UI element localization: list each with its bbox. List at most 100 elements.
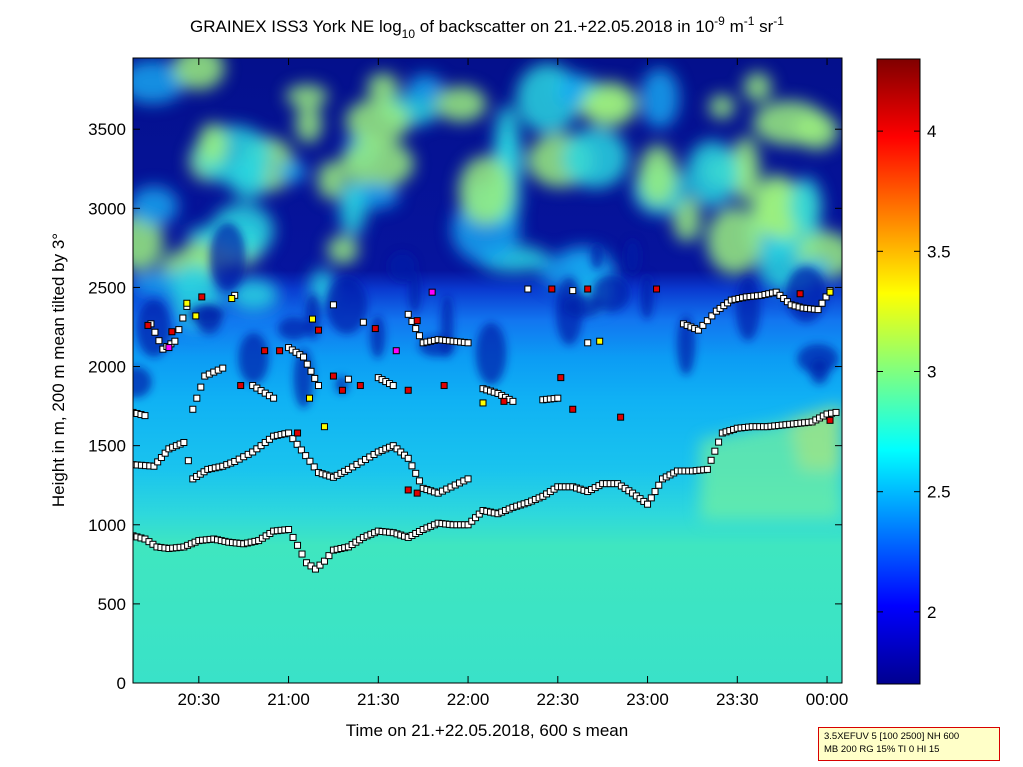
colored-marker xyxy=(314,326,322,334)
layer-markers xyxy=(133,285,840,573)
layer-point xyxy=(300,353,308,361)
colored-marker xyxy=(479,399,487,407)
colored-marker xyxy=(596,337,604,345)
layer-series-1 xyxy=(133,408,840,573)
layer-point xyxy=(298,550,306,558)
colorbar-tick-label: 2.5 xyxy=(927,483,951,502)
colored-marker xyxy=(198,293,206,301)
layer-point xyxy=(175,326,183,334)
layer-point xyxy=(150,462,158,470)
colored-marker xyxy=(569,405,577,413)
colored-marker xyxy=(392,347,400,355)
colored-marker xyxy=(413,317,421,325)
layer-point xyxy=(655,481,663,489)
layer-point xyxy=(141,412,149,420)
layer-point xyxy=(404,454,412,462)
layer-point xyxy=(699,321,707,329)
x-tick-label: 23:00 xyxy=(626,690,669,709)
layer-point xyxy=(472,514,480,522)
layer-point xyxy=(569,287,577,295)
colored-marker xyxy=(440,382,448,390)
layer-point xyxy=(464,339,472,347)
x-tick-label: 00:00 xyxy=(806,690,849,709)
layer-point xyxy=(311,374,319,382)
layer-point xyxy=(179,314,187,322)
colored-marker xyxy=(165,344,173,352)
colored-marker xyxy=(796,290,804,298)
y-tick-label: 2000 xyxy=(88,358,126,377)
colored-marker xyxy=(192,312,200,320)
parameter-box: 3.5XEFUV 5 [100 2500] NH 600 MB 200 RG 1… xyxy=(818,727,1000,761)
colored-marker xyxy=(653,285,661,293)
colored-marker xyxy=(404,486,412,494)
y-tick-label: 500 xyxy=(98,595,126,614)
layer-point xyxy=(293,440,301,448)
layer-point xyxy=(285,429,293,437)
layer-point xyxy=(314,382,322,390)
layer-point xyxy=(651,488,659,496)
parameter-line-1: 3.5XEFUV 5 [100 2500] NH 600 xyxy=(824,731,960,742)
colorbar-tick-label: 2 xyxy=(927,603,936,622)
layer-point xyxy=(184,457,192,465)
colored-marker xyxy=(617,413,625,421)
colored-marker xyxy=(168,328,176,336)
layer-point xyxy=(155,337,163,345)
layer-series-3 xyxy=(133,285,592,420)
colored-marker xyxy=(404,386,412,394)
layer-point xyxy=(464,521,472,529)
layer-point xyxy=(412,325,420,333)
layer-point xyxy=(297,446,305,454)
layer-point xyxy=(219,364,227,372)
layer-point xyxy=(307,367,315,375)
colored-marker xyxy=(308,315,316,323)
colored-marker xyxy=(500,397,508,405)
colored-marker xyxy=(294,429,302,437)
y-tick-label: 3000 xyxy=(88,199,126,218)
layer-point xyxy=(415,332,423,340)
layer-point xyxy=(270,394,278,402)
colored-marker xyxy=(548,285,556,293)
layer-point xyxy=(310,463,318,471)
layer-point xyxy=(524,285,532,293)
layer-point xyxy=(289,435,297,443)
colored-marker xyxy=(557,374,565,382)
y-tick-label: 0 xyxy=(117,674,126,693)
colored-marker xyxy=(320,423,328,431)
y-axis-label: Height in m, 200 m mean tilted by 3° xyxy=(49,233,68,507)
layer-point xyxy=(306,457,314,465)
layer-point xyxy=(584,339,592,347)
colored-marker xyxy=(261,347,269,355)
colored-marker xyxy=(306,394,314,402)
layer-point xyxy=(475,510,483,518)
colored-marker xyxy=(144,321,152,329)
layer-point xyxy=(197,383,205,391)
colored-marker xyxy=(228,295,236,303)
layer-point xyxy=(554,394,562,402)
layer-point xyxy=(289,533,297,541)
backscatter-heatmap xyxy=(133,58,842,683)
layer-point xyxy=(822,293,830,301)
layer-point xyxy=(708,312,716,320)
layer-point xyxy=(464,475,472,483)
colorbar-axis: 2 2.5 3 3.5 4 xyxy=(877,122,951,622)
layer-point xyxy=(468,517,476,525)
x-tick-label: 22:00 xyxy=(447,690,490,709)
parameter-line-2: MB 200 RG 15% TI 0 HI 15 xyxy=(824,744,940,755)
colorbar-tick-label: 3 xyxy=(927,363,936,382)
colorbar-tick-label: 3.5 xyxy=(927,242,951,261)
layer-point xyxy=(818,299,826,307)
layer-point xyxy=(415,477,423,485)
y-tick-label: 1500 xyxy=(88,437,126,456)
layer-point xyxy=(311,565,319,573)
chart-title: GRAINEX ISS3 York NE log10 of backscatte… xyxy=(190,14,784,41)
x-tick-label: 21:30 xyxy=(357,690,400,709)
y-tick-label: 2500 xyxy=(88,278,126,297)
x-tick-label: 22:30 xyxy=(537,690,580,709)
layer-point xyxy=(294,541,302,549)
layer-point xyxy=(832,408,840,416)
layer-point xyxy=(329,301,337,309)
layer-point xyxy=(189,405,197,413)
layer-series-4 xyxy=(679,287,834,334)
layer-point xyxy=(509,397,517,405)
